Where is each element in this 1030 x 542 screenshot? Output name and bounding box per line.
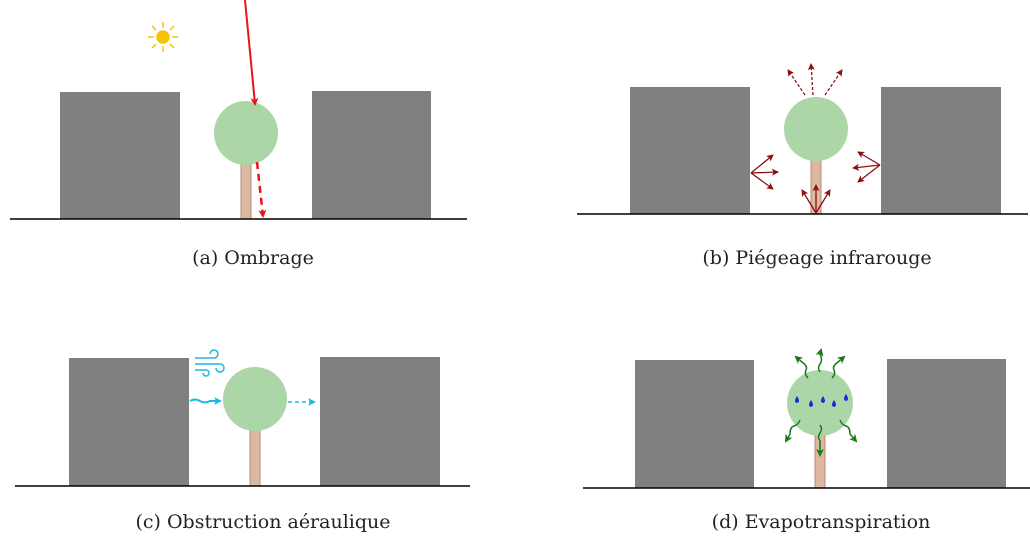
building — [69, 358, 189, 486]
wind-icon — [195, 349, 225, 377]
crown — [784, 97, 848, 161]
building — [887, 359, 1006, 488]
water-drops — [795, 394, 848, 407]
panel-c: (c) Obstruction aéraulique — [15, 349, 470, 533]
trunk — [814, 429, 826, 489]
building — [320, 357, 440, 486]
sun-ray — [244, 0, 259, 106]
trunk — [249, 427, 261, 487]
wind-arrow — [189, 397, 222, 405]
infrared-arrows — [750, 63, 881, 214]
sun — [148, 22, 178, 52]
panel-b: (b) Piégeage infrarouge — [577, 63, 1028, 269]
building — [881, 87, 1001, 214]
building — [60, 92, 180, 219]
trunk — [240, 162, 252, 220]
crown — [223, 367, 287, 431]
building — [630, 87, 750, 214]
crown — [787, 370, 853, 436]
building — [312, 91, 431, 219]
building — [635, 360, 754, 488]
caption: (b) Piégeage infrarouge — [702, 247, 931, 269]
panel-d: (d) Evapotranspiration — [583, 348, 1030, 533]
panel-a: (a) Ombrage — [10, 0, 467, 269]
vapor-arrows — [785, 348, 858, 457]
crown — [214, 101, 278, 165]
caption: (d) Evapotranspiration — [712, 511, 931, 533]
caption: (c) Obstruction aéraulique — [135, 511, 390, 533]
sun-ray-attenuated — [255, 161, 267, 218]
caption: (a) Ombrage — [192, 247, 314, 269]
